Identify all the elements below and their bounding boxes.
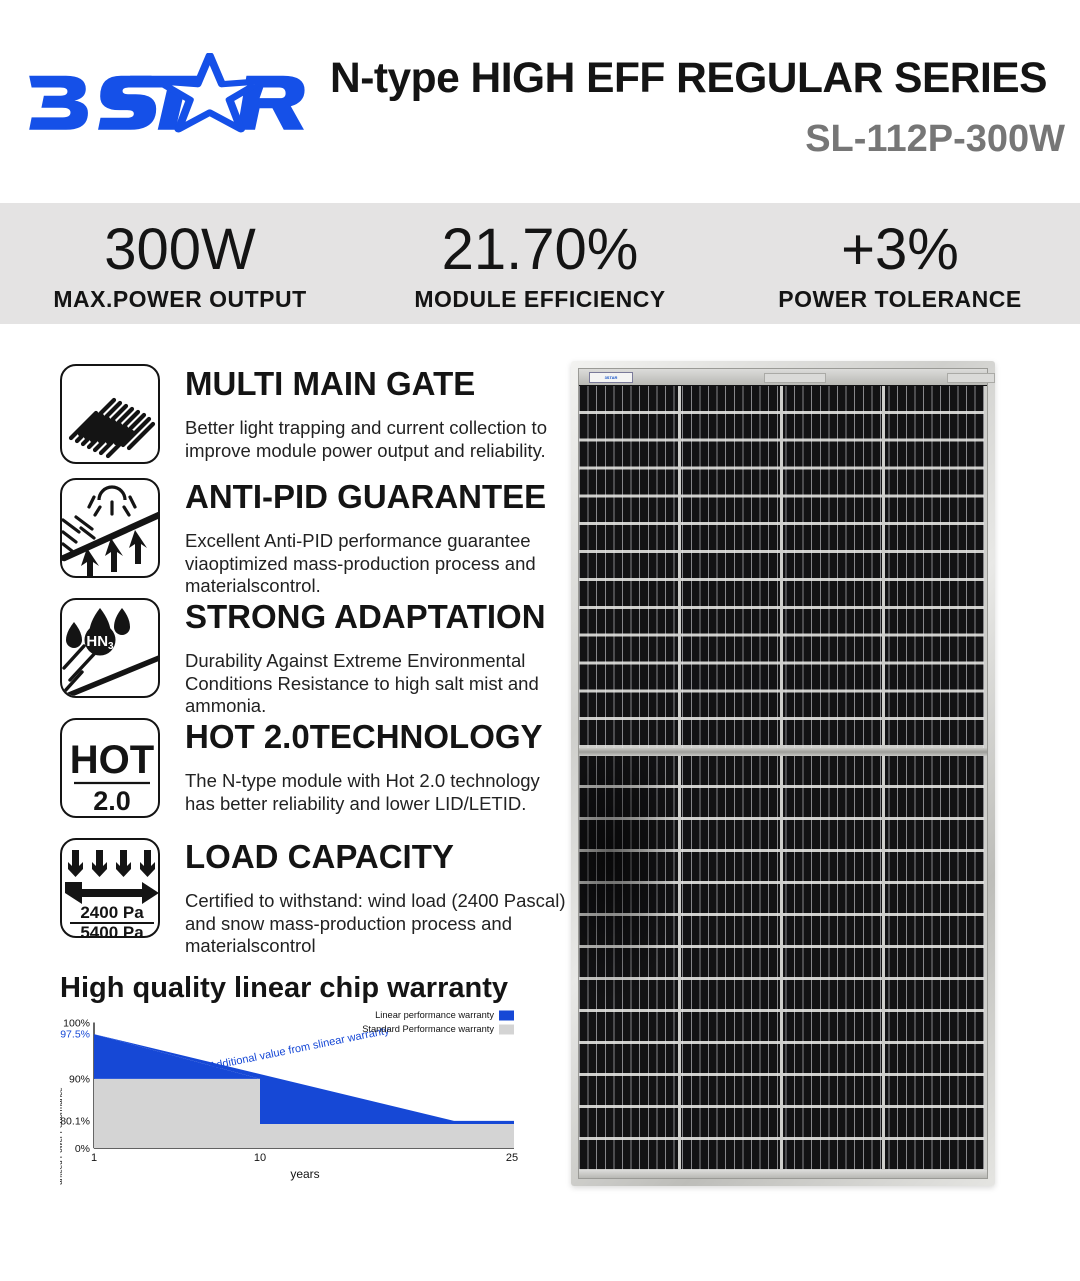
svg-text:25: 25 [506, 1152, 518, 1164]
svg-text:HOT: HOT [70, 738, 154, 782]
svg-text:90%: 90% [69, 1074, 90, 1086]
svg-text:80.1%: 80.1% [60, 1116, 90, 1128]
svg-text:Guaranteed Power Performance: Guaranteed Power Performance [60, 1087, 64, 1185]
svg-text:Linear performance warranty: Linear performance warranty [375, 1010, 494, 1020]
svg-text:97.5%: 97.5% [60, 1029, 90, 1041]
svg-text:10: 10 [254, 1152, 266, 1164]
svg-text:Standard Performance warranty: Standard Performance warranty [362, 1024, 494, 1034]
svg-text:2.0: 2.0 [93, 786, 131, 816]
svg-text:0%: 0% [75, 1143, 90, 1155]
svg-text:2400 Pa: 2400 Pa [80, 903, 144, 922]
svg-text:years: years [290, 1167, 319, 1181]
svg-text:5400 Pa: 5400 Pa [80, 923, 144, 938]
svg-text:1: 1 [91, 1152, 97, 1164]
